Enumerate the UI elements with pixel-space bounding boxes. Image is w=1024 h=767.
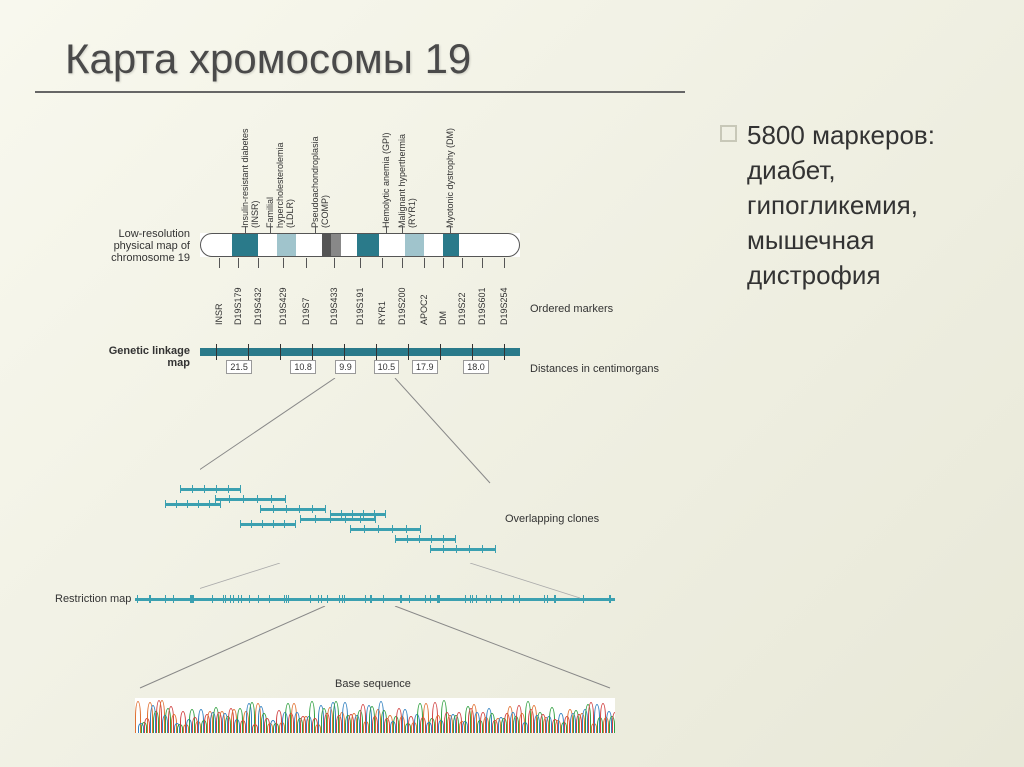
distance-value: 10.8 [290,360,316,374]
marker-label: D19S179 [233,270,243,325]
marker-label: INSR [214,270,224,325]
clone-bar [165,503,220,506]
distance-value: 9.9 [335,360,356,374]
distance-value: 17.9 [412,360,438,374]
disease-label: Insulin-resistant diabetes (INSR) [240,113,260,228]
clone-bar [300,518,375,521]
marker-label: D19S429 [278,270,288,325]
bullet-text: 5800 маркеров: диабет, гипогликемия, мыш… [747,118,980,293]
marker-label: D19S601 [477,270,487,325]
label-distances: Distances in centimorgans [530,363,659,375]
linkage-bar [200,348,520,356]
clone-bar [395,538,455,541]
bullet-square-icon [720,125,737,142]
chromosome-diagram: Low-resolution physical map of chromosom… [50,108,670,708]
marker-label: D19S433 [329,270,339,325]
disease-label: Familial hypercholesterolemia (LDLR) [265,113,295,228]
zoom-lines-1 [200,378,600,488]
label-restrict: Restriction map [55,593,131,605]
label-phys-map: Low-resolution physical map of chromosom… [90,228,190,264]
distance-value: 18.0 [463,360,489,374]
marker-label: DM [438,270,448,325]
marker-label: APOC2 [419,270,429,325]
clone-to-restrict-lines [200,563,600,603]
sidebar-text: 5800 маркеров: диабет, гипогликемия, мыш… [720,118,980,708]
marker-label: D19S22 [457,270,467,325]
marker-label: D19S254 [499,270,509,325]
clone-bar [350,528,420,531]
clone-bar [260,508,325,511]
label-linkage: Genetic linkage map [90,345,190,369]
marker-label: D19S432 [253,270,263,325]
disease-label: Hemolytic anemia (GPI) [381,113,391,228]
disease-label: Malignant hyperthermia (RYR1) [397,113,417,228]
clone-bar [430,548,495,551]
clone-bar [215,498,285,501]
marker-label: D19S191 [355,270,365,325]
clone-bar [180,488,240,491]
sequence-chromatogram [135,698,615,733]
disease-label: Pseudoachondroplasia (COMP) [310,113,330,228]
clone-bar [240,523,295,526]
chromosome-ideogram [200,233,520,257]
clone-bar [330,513,385,516]
marker-label: D19S7 [301,270,311,325]
label-clones: Overlapping clones [505,513,599,525]
label-base-seq: Base sequence [335,678,411,690]
distance-value: 10.5 [374,360,400,374]
label-ordered-markers: Ordered markers [530,303,613,315]
marker-label: D19S200 [397,270,407,325]
slide-title: Карта хромосомы 19 [0,0,1024,83]
marker-label: RYR1 [377,270,387,325]
distance-value: 21.5 [226,360,252,374]
disease-label: Myotonic dystrophy (DM) [445,113,455,228]
